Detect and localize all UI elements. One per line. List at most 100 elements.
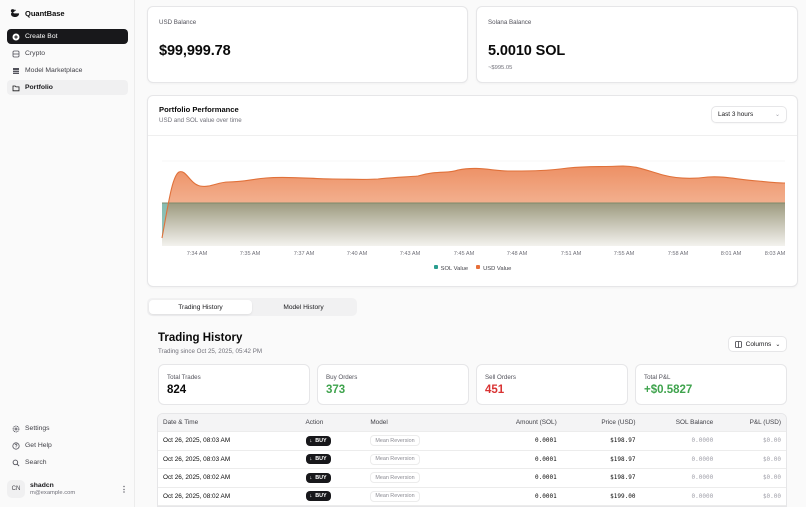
stat-value: 373	[326, 384, 346, 396]
performance-area-chart[interactable]	[148, 136, 799, 251]
cell-date: Oct 26, 2025, 08:02 AM	[163, 492, 231, 500]
stat-card-buy-orders: Buy Orders 373	[317, 364, 469, 405]
cell-sol-balance: 0.0000	[691, 474, 714, 482]
more-vertical-icon[interactable]: ⋮	[120, 484, 128, 494]
avatar: CN	[7, 480, 25, 498]
column-header[interactable]: P&L (USD)	[749, 419, 781, 426]
time-range-select[interactable]: Last 3 hours ⌄	[711, 106, 787, 123]
section-title: Trading History	[158, 332, 243, 344]
cell-price: $198.97	[610, 455, 636, 463]
sidebar-item-label: Settings	[25, 425, 50, 432]
cell-sol-balance: 0.0000	[691, 455, 714, 463]
brand-name: QuantBase	[25, 8, 65, 18]
cell-model: Mean Reversion	[365, 472, 455, 484]
cell-action: ↓ BUY	[301, 435, 366, 446]
column-header[interactable]: Action	[305, 419, 324, 426]
table-row[interactable]: Oct 26, 2025, 08:02 AM ↓ BUY Mean Reversi…	[158, 488, 786, 506]
stat-value: 451	[485, 384, 505, 396]
usd-value-line	[161, 165, 786, 239]
sidebar-item-crypto[interactable]: Crypto	[7, 46, 128, 61]
column-header[interactable]: Price (USD)	[601, 419, 636, 426]
chart-subtitle: USD and SOL value over time	[159, 117, 242, 124]
folder-icon	[12, 84, 20, 92]
x-axis-tick: 8:03 AM	[764, 251, 786, 257]
sidebar-item-search[interactable]: Search	[7, 455, 128, 470]
cell-sol-balance: 0.0000	[691, 492, 714, 500]
cell-action: ↓ BUY	[301, 454, 366, 465]
cell-pnl: $0.00	[762, 474, 781, 482]
x-axis-tick: 7:58 AM	[667, 251, 689, 257]
divider	[148, 135, 797, 136]
cell-amount: 0.0001	[535, 437, 557, 445]
sidebar-footer-nav: Settings Get Help Search	[7, 421, 128, 472]
stat-card-sell-orders: Sell Orders 451	[476, 364, 628, 405]
table-row[interactable]: Oct 26, 2025, 08:03 AM ↓ BUY Mean Reversi…	[158, 451, 786, 469]
cell-action: ↓ BUY	[301, 472, 366, 483]
user-info: shadcn m@example.com	[30, 482, 120, 496]
chevron-down-icon: ⌄	[774, 112, 780, 118]
duck-logo-icon	[10, 9, 20, 17]
stat-label: Total Trades	[167, 374, 201, 381]
sidebar: QuantBase Create Bot Crypto Model Market…	[0, 0, 135, 507]
x-axis-tick: 7:55 AM	[613, 251, 635, 257]
sidebar-item-get-help[interactable]: Get Help	[7, 438, 128, 453]
usd-balance-label: USD Balance	[159, 19, 197, 26]
cell-pnl: $0.00	[762, 455, 781, 463]
trading-history-table: Date & Time Action Model Amount (SOL) Pr…	[157, 413, 787, 507]
chart-title: Portfolio Performance	[159, 105, 239, 114]
legend-swatch	[433, 265, 438, 270]
x-axis-tick: 7:35 AM	[239, 251, 261, 257]
time-range-value: Last 3 hours	[718, 111, 754, 118]
sidebar-item-portfolio[interactable]: Portfolio	[7, 80, 128, 95]
stat-card-total-trades: Total Trades 824	[158, 364, 310, 405]
column-header[interactable]: Model	[370, 419, 388, 426]
sidebar-item-settings[interactable]: Settings	[7, 421, 128, 436]
cell-model: Mean Reversion	[365, 490, 455, 502]
x-axis-tick: 7:34 AM	[186, 251, 208, 257]
gear-icon	[12, 425, 20, 433]
legend-item-sol[interactable]: SOL Value	[433, 265, 468, 272]
cell-amount: 0.0001	[535, 455, 557, 463]
sidebar-item-model-marketplace[interactable]: Model Marketplace	[7, 63, 128, 78]
buy-badge: ↓ BUY	[305, 491, 331, 502]
cell-pnl: $0.00	[762, 437, 781, 445]
sidebar-item-label: Model Marketplace	[25, 67, 83, 74]
column-header[interactable]: SOL Balance	[675, 419, 714, 426]
cell-model: Mean Reversion	[365, 453, 455, 465]
stat-value: 824	[167, 384, 187, 396]
sidebar-item-label: Create Bot	[25, 33, 58, 40]
x-axis-tick: 7:40 AM	[346, 251, 368, 257]
cell-sol-balance: 0.0000	[691, 437, 714, 445]
help-circle-icon	[12, 441, 20, 450]
tab-model-history[interactable]: Model History	[283, 303, 324, 311]
x-axis-tick: 7:51 AM	[560, 251, 582, 257]
cell-date: Oct 26, 2025, 08:03 AM	[163, 437, 231, 445]
sol-value-area	[162, 203, 785, 246]
cell-model: Mean Reversion	[365, 435, 455, 447]
server-icon	[12, 67, 20, 75]
tab-trading-history[interactable]: Trading History	[149, 300, 252, 314]
x-axis-tick: 7:37 AM	[293, 251, 315, 257]
sol-balance-label: Solana Balance	[488, 19, 532, 26]
model-badge: Mean Reversion	[370, 490, 420, 502]
brand[interactable]: QuantBase	[10, 8, 65, 18]
cell-price: $199.00	[610, 492, 636, 500]
portfolio-performance-card: Portfolio Performance USD and SOL value …	[147, 95, 798, 287]
stat-label: Buy Orders	[326, 374, 358, 381]
chart-legend: SOL Value USD Value	[148, 265, 797, 272]
buy-badge: ↓ BUY	[305, 472, 331, 483]
columns-button[interactable]: Columns ⌄	[728, 336, 787, 352]
column-header[interactable]: Date & Time	[163, 419, 199, 426]
stat-label: Total P&L	[644, 374, 671, 381]
legend-item-usd[interactable]: USD Value	[476, 265, 511, 272]
table-row[interactable]: Oct 26, 2025, 08:02 AM ↓ BUY Mean Reversi…	[158, 469, 786, 488]
create-bot-button[interactable]: Create Bot	[7, 29, 128, 44]
columns-icon	[734, 340, 742, 348]
plus-circle-icon	[12, 33, 20, 41]
table-row[interactable]: Oct 26, 2025, 08:03 AM ↓ BUY Mean Reversi…	[158, 432, 786, 451]
user-menu[interactable]: CN shadcn m@example.com ⋮	[7, 478, 128, 500]
model-badge: Mean Reversion	[370, 472, 420, 484]
chevron-down-icon: ⌄	[775, 341, 781, 348]
stat-value: +$0.5827	[644, 384, 693, 396]
column-header[interactable]: Amount (SOL)	[515, 419, 557, 426]
